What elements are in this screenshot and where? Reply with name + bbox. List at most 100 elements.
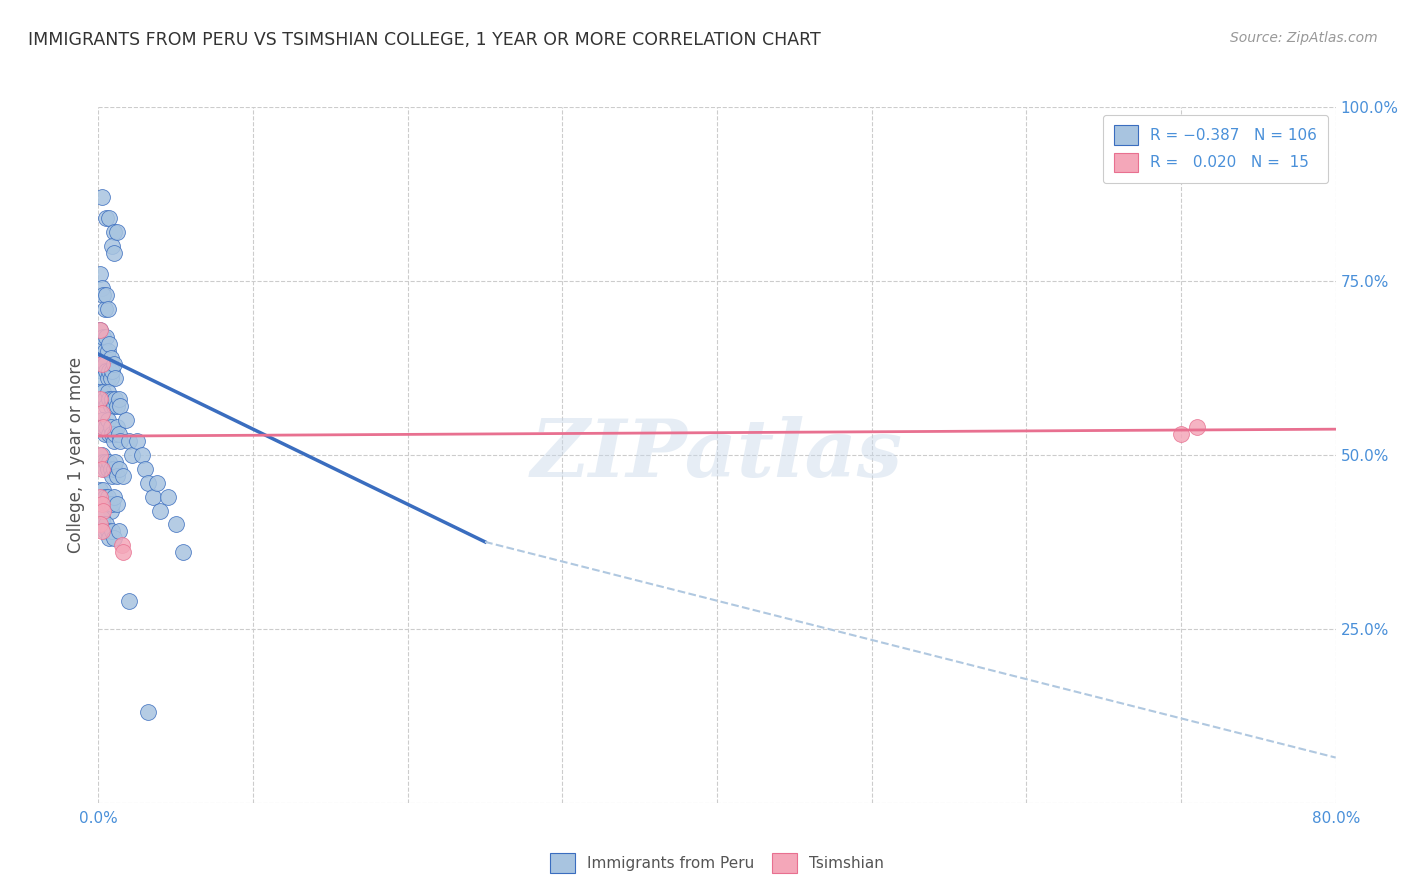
Point — [100, 462, 122, 476]
Point — [101, 239, 124, 253]
Point — [108, 434, 131, 448]
Point — [142, 490, 165, 504]
Point — [96, 364, 118, 378]
Point — [96, 497, 118, 511]
Point — [91, 503, 114, 517]
Point — [103, 399, 125, 413]
Point — [101, 524, 124, 539]
Point — [121, 448, 143, 462]
Point — [96, 517, 118, 532]
Point — [105, 225, 128, 239]
Point — [146, 475, 169, 490]
Point — [97, 301, 120, 316]
Point — [112, 545, 135, 559]
Point — [90, 448, 112, 462]
Point — [90, 490, 112, 504]
Point — [101, 427, 124, 442]
Point — [101, 364, 124, 378]
Point — [96, 420, 118, 434]
Point — [93, 301, 115, 316]
Point — [100, 371, 122, 385]
Text: ZIPatlas: ZIPatlas — [531, 417, 903, 493]
Legend: Immigrants from Peru, Tsimshian: Immigrants from Peru, Tsimshian — [544, 847, 890, 879]
Point — [89, 392, 111, 407]
Point — [91, 371, 114, 385]
Point — [97, 462, 120, 476]
Point — [89, 420, 111, 434]
Point — [91, 329, 114, 343]
Point — [89, 517, 111, 532]
Point — [93, 358, 115, 372]
Point — [89, 385, 111, 400]
Point — [101, 497, 124, 511]
Point — [98, 336, 121, 351]
Point — [1170, 427, 1192, 442]
Point — [90, 413, 112, 427]
Point — [89, 267, 111, 281]
Point — [103, 434, 125, 448]
Point — [100, 503, 122, 517]
Point — [97, 413, 120, 427]
Point — [96, 288, 118, 302]
Point — [136, 475, 159, 490]
Point — [105, 468, 128, 483]
Point — [112, 468, 135, 483]
Point — [98, 427, 121, 442]
Point — [108, 399, 131, 413]
Point — [103, 246, 125, 260]
Point — [89, 323, 111, 337]
Point — [100, 420, 122, 434]
Point — [93, 462, 115, 476]
Point — [98, 532, 121, 546]
Point — [98, 364, 121, 378]
Point — [100, 351, 122, 365]
Point — [93, 392, 115, 407]
Point — [96, 455, 118, 469]
Point — [93, 524, 115, 539]
Point — [173, 545, 195, 559]
Point — [91, 385, 114, 400]
Point — [118, 434, 141, 448]
Point — [93, 490, 115, 504]
Point — [103, 462, 125, 476]
Point — [91, 517, 114, 532]
Point — [149, 503, 172, 517]
Point — [98, 497, 121, 511]
Point — [89, 490, 111, 504]
Point — [1185, 420, 1208, 434]
Point — [90, 497, 112, 511]
Point — [105, 420, 128, 434]
Point — [90, 462, 112, 476]
Point — [111, 538, 134, 552]
Point — [107, 524, 129, 539]
Point — [97, 371, 120, 385]
Point — [91, 420, 114, 434]
Point — [103, 358, 125, 372]
Point — [90, 364, 112, 378]
Point — [90, 336, 112, 351]
Point — [91, 420, 114, 434]
Point — [134, 462, 156, 476]
Point — [104, 455, 127, 469]
Point — [105, 399, 128, 413]
Point — [103, 490, 125, 504]
Point — [89, 448, 111, 462]
Y-axis label: College, 1 year or more: College, 1 year or more — [66, 357, 84, 553]
Point — [90, 358, 112, 372]
Point — [91, 288, 114, 302]
Point — [89, 358, 111, 372]
Point — [136, 706, 159, 720]
Point — [98, 455, 121, 469]
Point — [97, 490, 120, 504]
Point — [100, 399, 122, 413]
Point — [104, 427, 127, 442]
Point — [93, 427, 115, 442]
Point — [131, 448, 153, 462]
Point — [104, 392, 127, 407]
Point — [98, 392, 121, 407]
Point — [105, 497, 128, 511]
Point — [103, 225, 125, 239]
Point — [165, 517, 187, 532]
Point — [91, 483, 114, 497]
Point — [89, 483, 111, 497]
